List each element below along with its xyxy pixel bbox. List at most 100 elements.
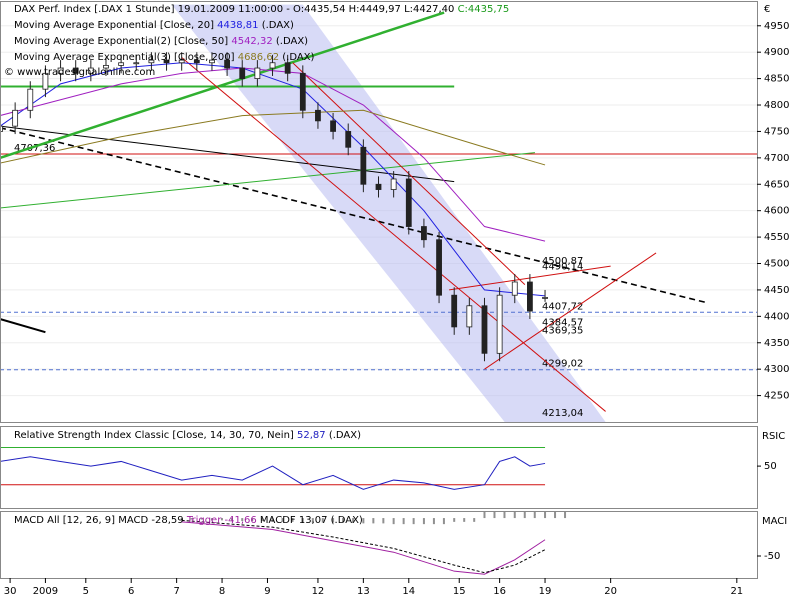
histogram-bar — [210, 518, 213, 521]
candle-body — [481, 305, 488, 354]
histogram-bar — [473, 518, 476, 522]
y-tick-label: 4300 — [764, 364, 789, 375]
chart-title: DAX Perf. Index [.DAX 1 Stunde] 19.01.20… — [14, 4, 509, 15]
horizontal-line-label: 4299,02 — [542, 359, 583, 370]
candle-body — [193, 59, 200, 64]
horizontal-line-label: 4707,36 — [14, 143, 55, 154]
rsi-line — [1, 456, 546, 490]
candle-body — [178, 59, 185, 64]
y-tick-label: 4600 — [764, 206, 789, 217]
currency: € — [764, 4, 770, 15]
candle-body — [239, 67, 246, 80]
legend-text: Moving Average Exponential(3) [Close, 20… — [14, 52, 238, 63]
candle-body — [118, 62, 125, 66]
candle-body — [390, 178, 397, 190]
histogram-bar — [442, 518, 445, 525]
axis-label: MACI — [762, 516, 787, 527]
histogram-bar — [261, 518, 264, 522]
x-tick-label: 9 — [264, 586, 270, 597]
rsi-plot — [1, 446, 546, 490]
legend-text: (.DAX) — [273, 36, 308, 47]
x-tick-label: 16 — [493, 586, 506, 597]
y-tick-label: 4900 — [764, 47, 789, 58]
level-label: 4213,04 — [542, 408, 583, 419]
x-tick-label: 21 — [730, 586, 743, 597]
x-tick-label: 12 — [312, 586, 325, 597]
histogram-bar — [372, 518, 375, 524]
y-tick-label: 4450 — [764, 285, 789, 296]
candle-body — [224, 59, 231, 69]
trendline — [484, 252, 657, 370]
histogram-bar — [523, 512, 526, 519]
histogram-bar — [554, 512, 557, 519]
histogram-bar — [432, 518, 435, 525]
candle-body — [269, 62, 276, 69]
legend-entry: Moving Average Exponential(3) [Close, 20… — [14, 52, 315, 63]
y-tick-label: 4550 — [764, 232, 789, 243]
histogram-bar — [200, 518, 203, 520]
level-label: 4369,35 — [542, 326, 583, 337]
candle-body — [163, 59, 170, 64]
panel-title: Relative Strength Index Classic [Close, … — [14, 430, 361, 441]
histogram-bar — [533, 512, 536, 519]
macd-line — [181, 519, 546, 574]
candle-body — [87, 67, 94, 74]
trendline — [1, 125, 455, 183]
y-tick-label: 50 — [764, 461, 777, 472]
trendline — [1, 152, 535, 209]
horizontal-line-label: 4407,72 — [542, 301, 583, 312]
histogram-bar — [564, 512, 567, 519]
title-text: DAX Perf. Index [.DAX 1 Stunde] 19.01.20… — [14, 4, 293, 15]
title-text: MACD All [12, 26, 9] — [14, 515, 118, 526]
ohlc-text: O:4435,54 — [293, 4, 349, 15]
candle-body — [254, 67, 261, 80]
candle-body — [466, 305, 473, 328]
suffix-text: (.DAX) — [326, 430, 361, 441]
candle-body — [375, 183, 382, 190]
candle-body — [527, 281, 533, 312]
candle-body — [133, 62, 140, 65]
x-tick-label: 7 — [173, 586, 179, 597]
x-tick-label: 20 — [604, 586, 617, 597]
histogram-bar — [321, 518, 324, 523]
candle-body — [496, 294, 503, 354]
histogram-bar — [220, 518, 223, 521]
histogram-bar — [422, 518, 425, 525]
macd-text: MACD -28,59 — [118, 515, 187, 526]
histogram-bar — [453, 518, 456, 522]
histogram-bar — [382, 518, 385, 524]
candle-body — [12, 109, 19, 127]
trendline — [1, 318, 46, 334]
x-tick-label: 14 — [402, 586, 415, 597]
y-tick-label: 4400 — [764, 311, 789, 322]
histogram-bar — [251, 518, 254, 522]
candle-body — [315, 109, 321, 122]
y-tick-label: 4500 — [764, 259, 789, 270]
histogram-bar — [483, 512, 486, 519]
level-label: 4500,87 — [542, 256, 583, 267]
x-tick-label: 8 — [219, 586, 225, 597]
candle-body — [360, 146, 367, 185]
histogram-bar — [513, 512, 516, 519]
histogram-bar — [503, 512, 506, 519]
histogram-bar — [271, 518, 274, 522]
x-tick-label: 13 — [357, 586, 370, 597]
macd-plot — [180, 512, 567, 575]
ohlc-text: C:4435,75 — [458, 4, 510, 15]
histogram-bar — [301, 518, 304, 523]
macd-text: Trigger -41,66 — [186, 515, 260, 526]
y-tick-label: 4250 — [764, 391, 789, 402]
macd-text: MACDF 13,07 — [260, 515, 331, 526]
candle-body — [345, 131, 352, 148]
candle-body — [42, 72, 49, 90]
candle-body — [542, 297, 548, 299]
histogram-bar — [281, 518, 284, 522]
overlay: 30 2009 5 6 7 8 9 12 13 14 15 16 19 20 21 4250 4300 4350 4… — [4, 4, 790, 597]
legend-text: 4686,62 — [238, 52, 279, 63]
y-tick-label: -50 — [764, 551, 780, 562]
x-tick-label: 2009 — [33, 586, 58, 597]
candle-body — [511, 281, 518, 296]
histogram-bar — [230, 518, 233, 521]
